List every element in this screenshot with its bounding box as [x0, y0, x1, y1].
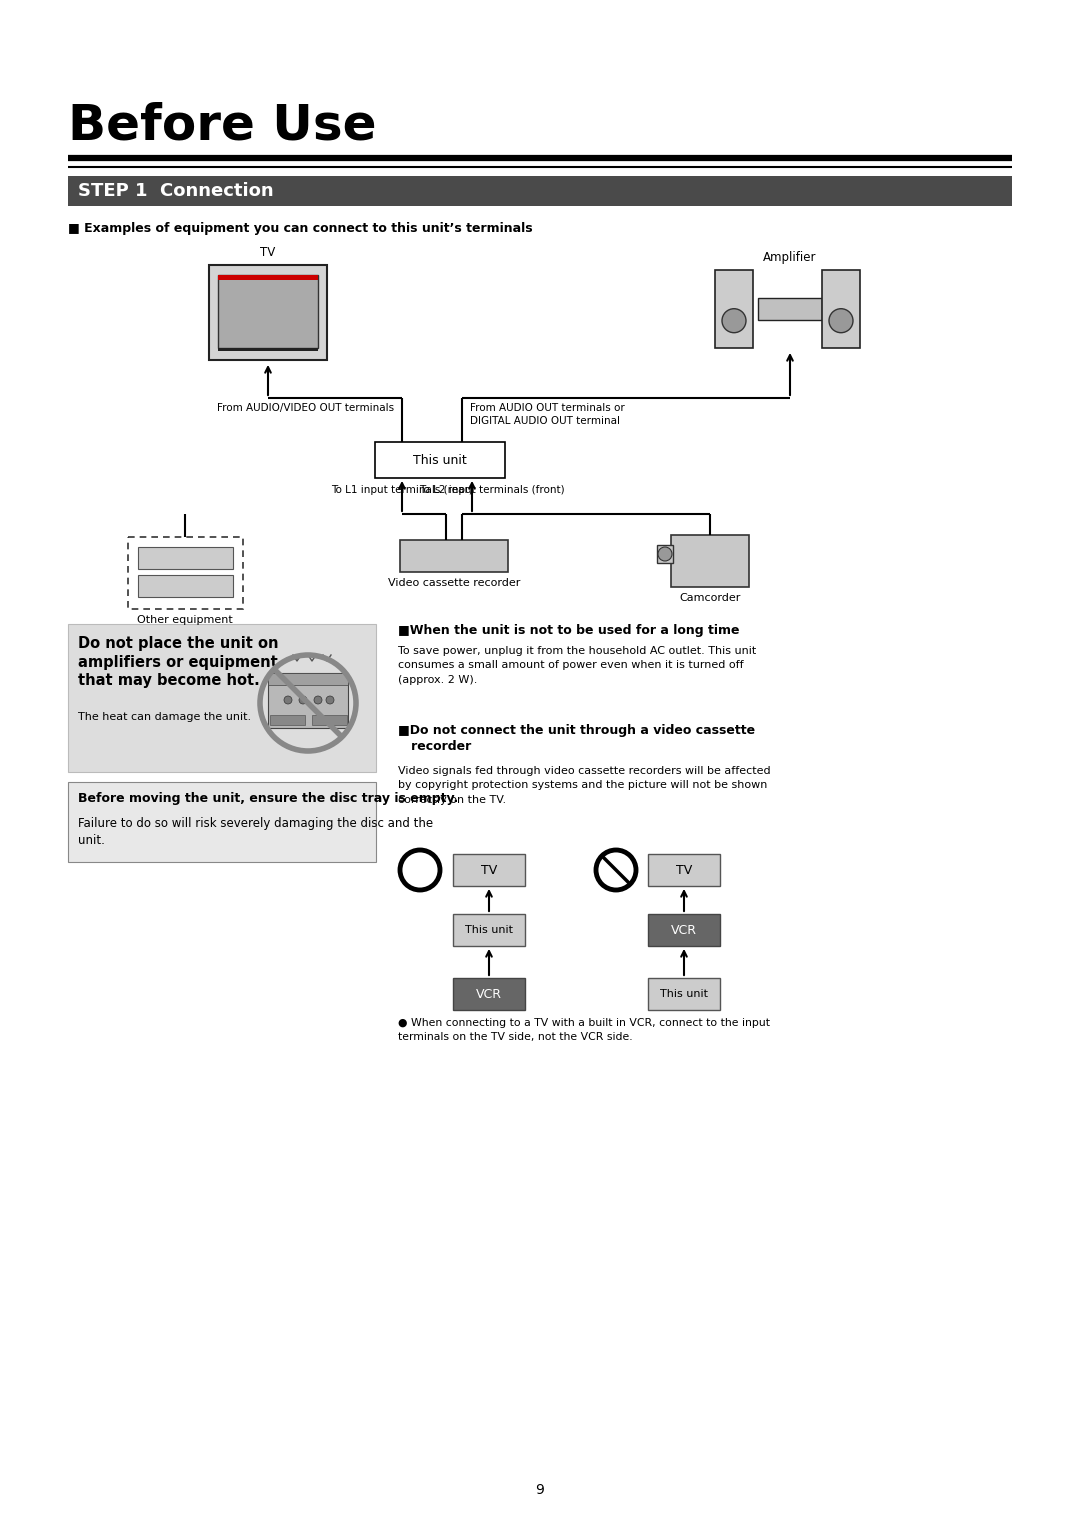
Text: To save power, unplug it from the household AC outlet. This unit
consumes a smal: To save power, unplug it from the househ… [399, 646, 756, 685]
Circle shape [284, 695, 292, 704]
Bar [218, 348, 318, 351]
Bar [210, 264, 327, 361]
Circle shape [723, 309, 746, 333]
Text: ■When the unit is not to be used for a long time: ■When the unit is not to be used for a l… [399, 623, 740, 637]
Bar [312, 715, 347, 724]
Text: Do not place the unit on
amplifiers or equipment
that may become hot.: Do not place the unit on amplifiers or e… [78, 636, 279, 688]
Text: VCR: VCR [476, 987, 502, 1001]
Bar [657, 545, 673, 562]
Bar [822, 270, 860, 348]
Bar [375, 442, 505, 478]
Bar [453, 914, 525, 946]
Text: This unit: This unit [660, 989, 708, 999]
Bar [268, 672, 348, 685]
Bar [218, 275, 318, 280]
Text: Before moving the unit, ensure the disc tray is empty.: Before moving the unit, ensure the disc … [78, 792, 458, 805]
Bar [453, 854, 525, 886]
Text: STEP 1  Connection: STEP 1 Connection [78, 182, 273, 200]
Text: Video signals fed through video cassette recorders will be affected
by copyright: Video signals fed through video cassette… [399, 766, 771, 805]
Text: To L2 input terminals (front): To L2 input terminals (front) [419, 484, 565, 495]
Bar [268, 672, 348, 727]
Text: ■ Examples of equipment you can connect to this unit’s terminals: ■ Examples of equipment you can connect … [68, 222, 532, 235]
Text: TV: TV [260, 246, 275, 260]
Text: Amplifier: Amplifier [764, 251, 816, 264]
Text: Camcorder: Camcorder [679, 593, 741, 604]
Text: ■Do not connect the unit through a video cassette
   recorder: ■Do not connect the unit through a video… [399, 724, 755, 753]
Text: The heat can damage the unit.: The heat can damage the unit. [78, 712, 252, 723]
Circle shape [658, 547, 672, 561]
Text: This unit: This unit [414, 454, 467, 466]
Bar [400, 539, 508, 571]
Bar [648, 978, 720, 1010]
Text: Before Use: Before Use [68, 102, 377, 150]
Circle shape [829, 309, 853, 333]
Text: Video cassette recorder: Video cassette recorder [388, 578, 521, 588]
Text: 9: 9 [536, 1484, 544, 1497]
Circle shape [326, 695, 334, 704]
Text: To L1 input terminals (rear): To L1 input terminals (rear) [332, 484, 473, 495]
Bar [648, 914, 720, 946]
Text: This unit: This unit [465, 924, 513, 935]
Bar [137, 547, 232, 568]
Bar [218, 275, 318, 348]
Bar [68, 782, 376, 862]
Bar [715, 270, 753, 348]
Bar [68, 623, 376, 772]
Bar [137, 575, 232, 597]
Text: TV: TV [481, 863, 497, 877]
Bar [453, 978, 525, 1010]
Bar [127, 536, 243, 610]
Circle shape [596, 850, 636, 889]
Bar [671, 535, 750, 587]
Text: ● When connecting to a TV with a built in VCR, connect to the input
terminals on: ● When connecting to a TV with a built i… [399, 1018, 770, 1042]
Circle shape [314, 695, 322, 704]
Text: Other equipment: Other equipment [137, 614, 233, 625]
Circle shape [400, 850, 440, 889]
Text: VCR: VCR [671, 923, 697, 937]
Bar [270, 715, 305, 724]
Circle shape [299, 695, 307, 704]
Text: From AUDIO/VIDEO OUT terminals: From AUDIO/VIDEO OUT terminals [217, 403, 394, 413]
Text: Failure to do so will risk severely damaging the disc and the
unit.: Failure to do so will risk severely dama… [78, 817, 433, 847]
Bar [758, 298, 822, 319]
Bar [648, 854, 720, 886]
Text: From AUDIO OUT terminals or
DIGITAL AUDIO OUT terminal: From AUDIO OUT terminals or DIGITAL AUDI… [470, 403, 624, 426]
Bar [68, 176, 1012, 206]
Text: TV: TV [676, 863, 692, 877]
